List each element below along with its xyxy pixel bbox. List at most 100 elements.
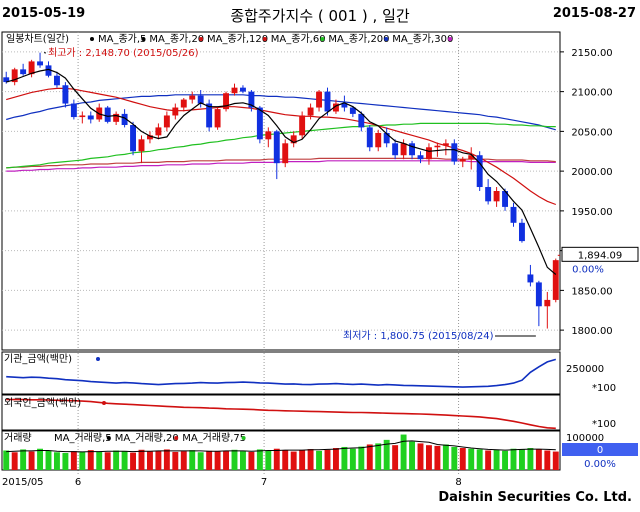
candle-body <box>485 187 492 202</box>
y-tick-label: 2050.00 <box>571 127 612 138</box>
volume-bar <box>248 451 255 470</box>
inst-tick: 250000 <box>566 364 604 375</box>
volume-bar <box>442 444 449 470</box>
volume-bar <box>341 446 348 470</box>
y-tick-label: 2150.00 <box>571 48 612 59</box>
volume-bar <box>155 450 162 470</box>
candle-body <box>383 132 390 144</box>
volume-bar <box>535 449 542 470</box>
candle-body <box>552 260 559 300</box>
volume-bar <box>332 448 339 470</box>
volume-bar <box>316 450 323 470</box>
candle-body <box>53 75 60 86</box>
legend-item: MA_종가,120 <box>207 33 268 45</box>
candle-body <box>459 159 466 162</box>
candle-body <box>451 143 458 162</box>
volume-side-value: 0 <box>597 445 603 456</box>
legend-item: MA_종가,200 <box>328 33 389 45</box>
volume-bar <box>62 452 69 470</box>
candle-body <box>189 95 196 100</box>
candle-body <box>392 143 399 156</box>
volume-bar <box>104 452 111 470</box>
legend-item: MA_종가,60 <box>271 33 326 45</box>
low-note: 최저가 : 1,800.75 (2015/08/24) <box>343 330 494 342</box>
current-value: 1,894.09 <box>578 250 623 261</box>
volume-label: 거래량 <box>4 432 32 444</box>
candle-body <box>290 135 297 144</box>
foreign-unit: *100 <box>592 419 616 430</box>
volume-bar <box>375 443 382 470</box>
candle-body <box>11 69 18 83</box>
volume-bar <box>197 452 204 470</box>
volume-ma-legend: MA_거래량,75 <box>182 432 246 444</box>
volume-bar <box>425 445 432 470</box>
candle-body <box>316 91 323 108</box>
candle-body <box>273 131 280 164</box>
candle-body <box>3 77 10 83</box>
candle-body <box>366 127 373 148</box>
foreign-label: 외국인_금액(백만) <box>4 397 81 409</box>
volume-bar <box>552 451 559 470</box>
candle-body <box>510 206 517 223</box>
legend-color-dot <box>448 37 452 41</box>
volume-ma-legend: MA_거래량,20 <box>115 432 179 444</box>
candle-body <box>79 115 86 118</box>
ma20-line <box>6 87 557 206</box>
candle-body <box>28 61 35 75</box>
inst-line <box>6 358 557 388</box>
candle-body <box>87 115 94 120</box>
candle-body <box>358 113 365 128</box>
candle-body <box>172 107 179 116</box>
volume-bar <box>79 451 86 470</box>
candle-body <box>299 115 306 136</box>
volume-bar <box>37 448 44 470</box>
volume-ma-color-dot <box>106 436 111 440</box>
candle-body <box>104 107 111 122</box>
candle-body <box>206 103 213 128</box>
legend-item: MA_종가,5 <box>98 33 146 45</box>
candle-body <box>214 109 221 128</box>
volume-bar <box>163 449 170 470</box>
volume-bar <box>518 449 525 470</box>
main-panel-frame <box>1 31 561 351</box>
volume-bar <box>417 443 424 470</box>
candle-body <box>502 191 509 207</box>
volume-bar <box>510 448 517 470</box>
candle-body <box>341 103 348 108</box>
volume-bar <box>189 450 196 470</box>
candle-body <box>400 143 407 156</box>
candle-body <box>535 282 542 307</box>
inst-label: 기관_금액(백만) <box>4 353 72 365</box>
current-value-box <box>561 246 639 262</box>
candle-body <box>409 143 416 156</box>
current-change: 0.00% <box>572 264 604 275</box>
x-tick-label: 7 <box>261 477 267 488</box>
candle-body <box>307 107 314 116</box>
volume-ma-legend: MA_거래량,5 <box>54 432 112 444</box>
candle-body <box>417 155 424 160</box>
ma120-line <box>6 157 556 169</box>
legend-item: 일봉차트(일간) <box>6 33 69 45</box>
high-note: 최고가 : 2,148.70 (2015/05/26) <box>48 47 199 59</box>
candle-body <box>130 125 137 152</box>
candle-body <box>239 87 246 92</box>
volume-bar <box>28 451 35 470</box>
volume-bar <box>70 451 77 470</box>
volume-bar <box>121 451 128 470</box>
volume-bar <box>459 448 466 470</box>
inst-panel-frame <box>1 351 561 395</box>
volume-bar <box>299 450 306 470</box>
volume-side-box <box>562 443 638 456</box>
volume-bar <box>180 451 187 470</box>
candle-body <box>62 85 69 104</box>
volume-bar <box>290 451 297 470</box>
volume-bar <box>324 449 331 470</box>
legend-color-dot <box>384 37 389 41</box>
candle-body <box>493 191 500 202</box>
volume-bar <box>130 452 137 470</box>
legend-color-dot <box>262 37 267 41</box>
brand-footer: Daishin Securities Co. Ltd. <box>438 490 632 505</box>
legend-color-dot <box>90 37 94 41</box>
candle-body <box>37 61 44 66</box>
volume-bar <box>544 450 551 470</box>
